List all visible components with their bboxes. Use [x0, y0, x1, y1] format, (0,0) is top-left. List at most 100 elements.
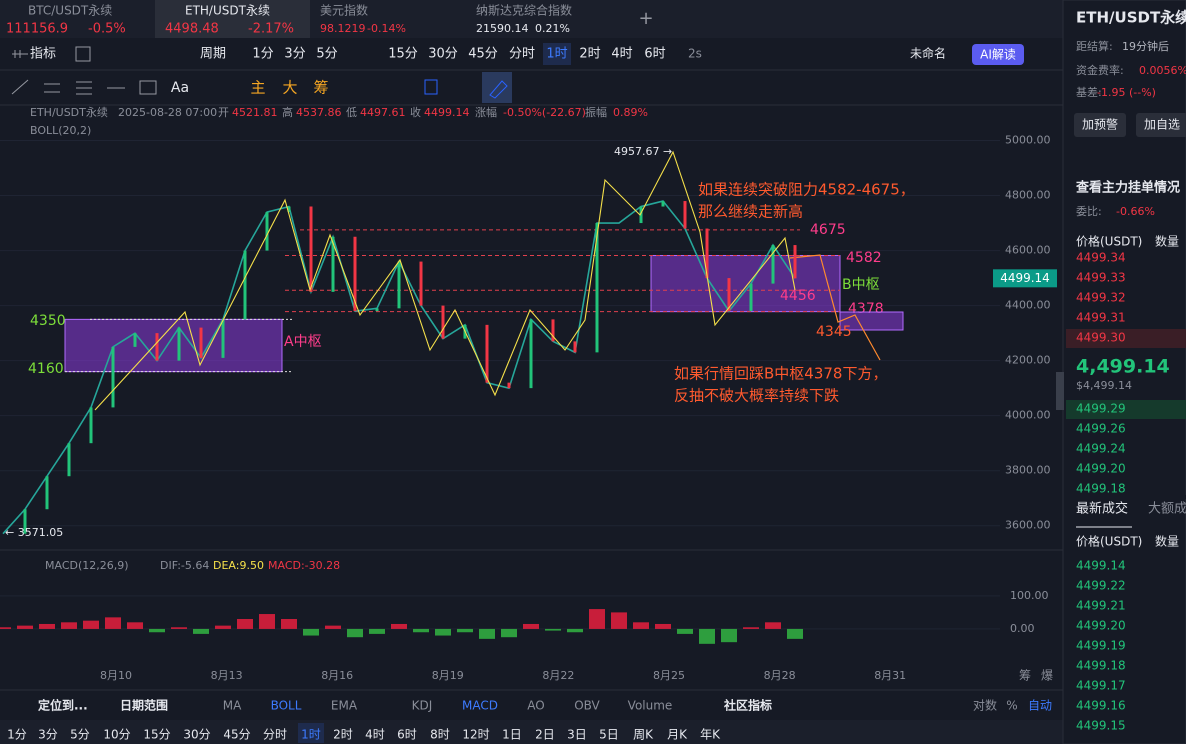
- interval[interactable]: 1时: [546, 47, 567, 62]
- trades-tab[interactable]: 大额成交: [1148, 501, 1186, 517]
- ai-button[interactable]: [972, 44, 1024, 65]
- macd-bar: [743, 627, 759, 629]
- field-value: 4521.81: [232, 106, 278, 119]
- tab-name[interactable]: 美元指数: [320, 3, 368, 18]
- bid-price: 4499.26: [1076, 422, 1126, 436]
- interval[interactable]: 2日: [535, 728, 555, 742]
- interval[interactable]: 5分: [316, 47, 337, 62]
- interval[interactable]: 分时: [509, 47, 535, 62]
- interval[interactable]: 3日: [567, 728, 587, 742]
- interval[interactable]: 10分: [103, 728, 130, 742]
- scale-option[interactable]: 自动: [1028, 699, 1052, 713]
- button-label[interactable]: 加自选: [1144, 118, 1180, 132]
- interval[interactable]: 年K: [700, 728, 721, 742]
- indicator[interactable]: KDJ: [412, 699, 433, 713]
- tab-price: 4498.48: [165, 22, 219, 37]
- macd-bar: [369, 628, 385, 634]
- stat-label: 基差:: [1076, 85, 1102, 99]
- y-tick-label: 5000.00: [1005, 134, 1051, 147]
- button-label[interactable]: 加预警: [1082, 117, 1118, 132]
- overlay-tool[interactable]: 大: [282, 79, 297, 97]
- panel-divider: [1066, 495, 1186, 499]
- text-tool[interactable]: Aa: [171, 80, 189, 96]
- interval[interactable]: 8时: [430, 728, 450, 742]
- interval[interactable]: 分时: [263, 728, 287, 742]
- interval-bar: [0, 720, 1063, 744]
- period-button[interactable]: 周期: [200, 47, 226, 62]
- interval[interactable]: 5日: [599, 728, 619, 742]
- x-tick-label: 8月25: [653, 669, 685, 682]
- collapse-handle[interactable]: [1056, 372, 1064, 410]
- tab-change: -0.5%: [88, 22, 126, 37]
- interval[interactable]: 5分: [70, 728, 90, 742]
- interval[interactable]: 3分: [284, 47, 305, 62]
- macd-bar: [545, 628, 561, 631]
- button[interactable]: [1074, 113, 1126, 137]
- interval[interactable]: 周K: [633, 728, 654, 742]
- stat-value: 19分钟后: [1122, 39, 1169, 53]
- interval[interactable]: 45分: [223, 728, 250, 742]
- interval[interactable]: 30分: [183, 728, 210, 742]
- date-range[interactable]: 日期范围: [120, 698, 168, 713]
- macd-bar: [611, 612, 627, 629]
- macd-bar: [765, 622, 781, 629]
- macd-dea: DEA:9.50: [213, 559, 264, 572]
- overlay-tool[interactable]: 主: [250, 79, 265, 97]
- ask-price: 4499.32: [1076, 291, 1126, 305]
- macd-bar: [721, 628, 737, 643]
- scale-option[interactable]: 对数: [973, 698, 997, 713]
- refresh: 2s: [688, 47, 702, 61]
- interval[interactable]: 2时: [333, 728, 353, 742]
- community[interactable]: 社区指标: [723, 698, 772, 713]
- interval[interactable]: 45分: [468, 47, 498, 62]
- tab-name[interactable]: BTC/USDT永续: [28, 4, 112, 18]
- macd-bar: [413, 628, 429, 633]
- indicator[interactable]: AO: [527, 699, 544, 713]
- panel-price-usd: $4,499.14: [1076, 379, 1132, 392]
- interval[interactable]: 月K: [667, 728, 688, 742]
- interval[interactable]: 15分: [388, 47, 418, 62]
- interval[interactable]: 1分: [252, 47, 273, 62]
- button[interactable]: [1136, 113, 1186, 137]
- trade-price: 4499.20: [1076, 619, 1126, 633]
- field-value: 4497.61: [360, 106, 406, 119]
- interval[interactable]: 30分: [428, 47, 458, 62]
- locate[interactable]: 定位到...: [38, 698, 88, 713]
- bid-price: 4499.24: [1076, 442, 1126, 456]
- indicator[interactable]: MA: [223, 699, 242, 713]
- indicator[interactable]: EMA: [331, 699, 358, 713]
- indicator[interactable]: Volume: [628, 699, 673, 713]
- macd-bar: [699, 628, 715, 644]
- interval[interactable]: 15分: [143, 728, 170, 742]
- indicator-button[interactable]: 指标: [30, 47, 56, 62]
- stat-value: -1.95 (--%): [1097, 86, 1156, 99]
- macd-bar: [567, 628, 583, 633]
- add-tab[interactable]: +: [638, 8, 653, 29]
- overlay-tool[interactable]: 筹: [313, 79, 328, 97]
- ask-price: 4499.34: [1076, 251, 1126, 265]
- field-value: 4499.14: [424, 106, 470, 119]
- interval[interactable]: 1时: [301, 728, 321, 742]
- trades-tab[interactable]: 最新成交: [1076, 501, 1128, 517]
- interval[interactable]: 6时: [397, 728, 417, 742]
- indicator[interactable]: OBV: [574, 699, 600, 713]
- interval[interactable]: 4时: [365, 728, 385, 742]
- interval[interactable]: 12时: [462, 728, 489, 742]
- scale-option[interactable]: %: [1006, 699, 1017, 713]
- tab-name[interactable]: 纳斯达克综合指数: [476, 3, 572, 18]
- active-tab[interactable]: [155, 0, 310, 38]
- macd-bar: [171, 627, 187, 629]
- layout-name[interactable]: 未命名: [910, 46, 946, 61]
- tab-name[interactable]: ETH/USDT永续: [185, 4, 270, 18]
- indicator[interactable]: BOLL: [271, 699, 302, 713]
- interval[interactable]: 3分: [38, 728, 58, 742]
- interval[interactable]: 2时: [579, 47, 600, 62]
- interval[interactable]: 6时: [644, 47, 665, 62]
- interval[interactable]: 4时: [611, 47, 632, 62]
- tab-change: -0.14%: [367, 22, 406, 35]
- interval[interactable]: 1日: [502, 728, 522, 742]
- interval[interactable]: 1分: [7, 728, 27, 742]
- indicator[interactable]: MACD: [462, 699, 498, 713]
- ai-label[interactable]: AI解读: [980, 48, 1016, 62]
- tab-price: 21590.14: [476, 22, 529, 35]
